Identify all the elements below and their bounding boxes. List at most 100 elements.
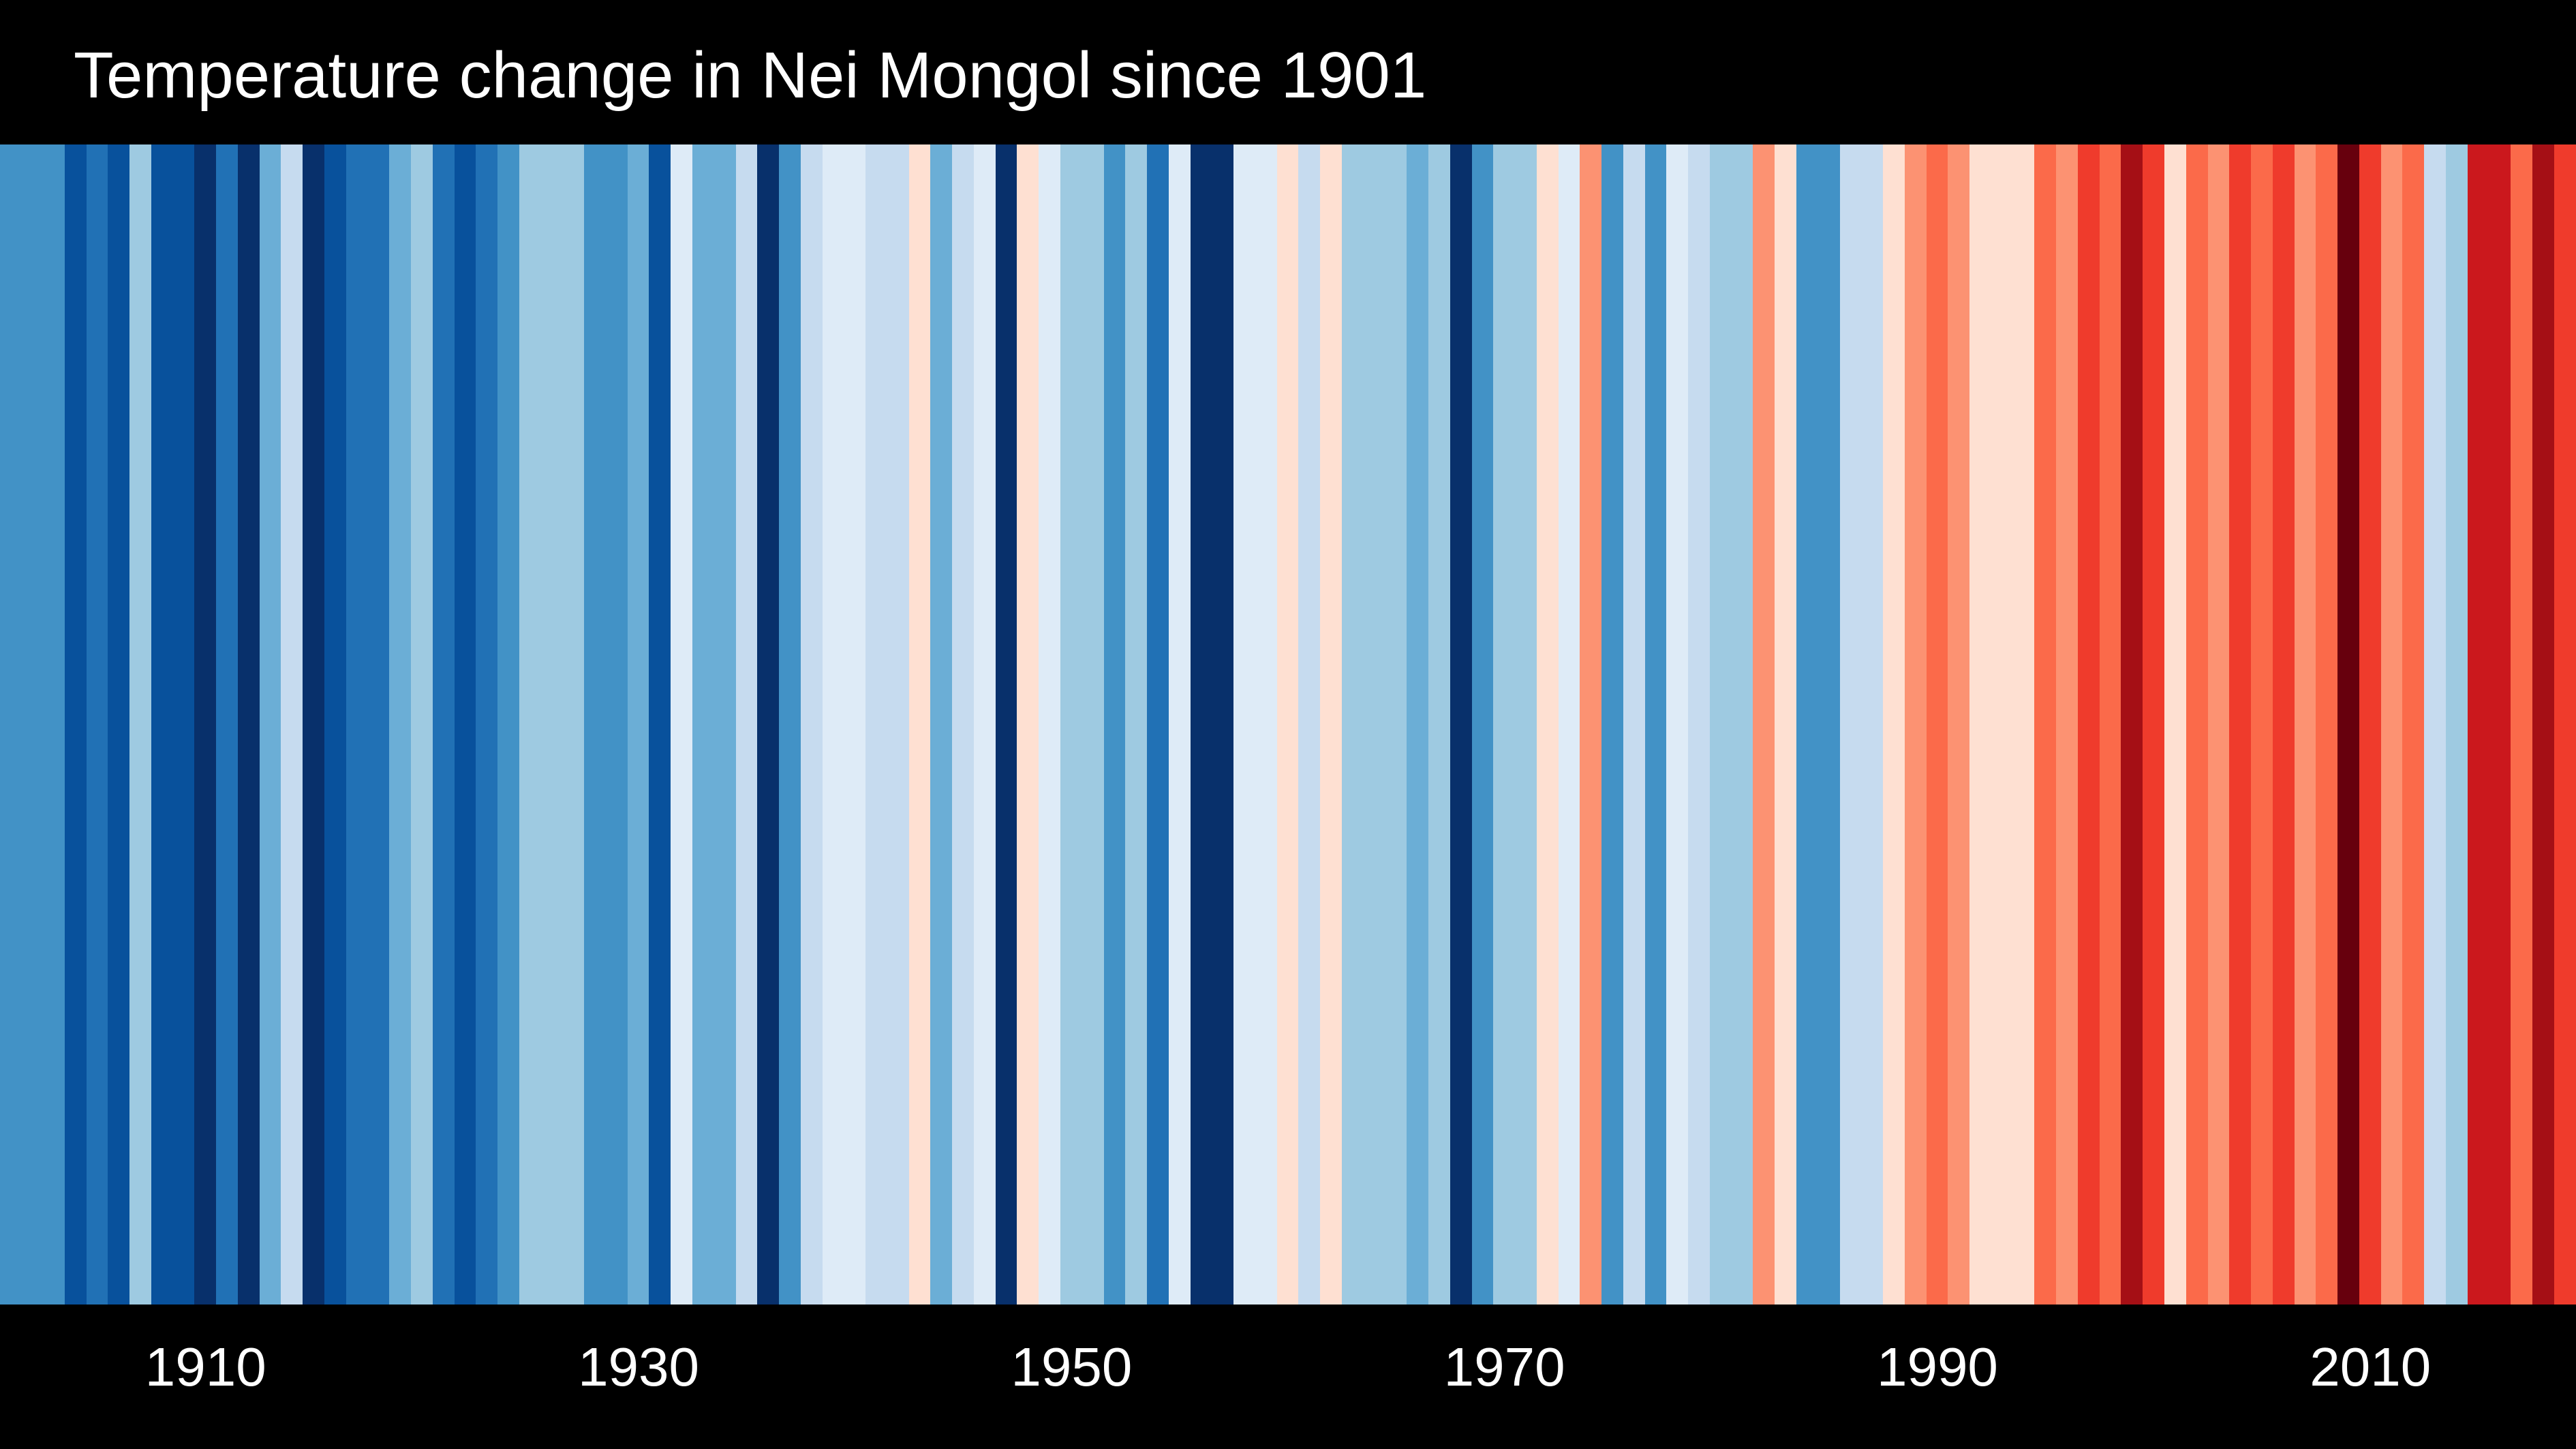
stripe-1933 bbox=[692, 144, 716, 1305]
stripe-1906 bbox=[108, 144, 131, 1305]
stripe-1904 bbox=[65, 144, 88, 1305]
stripe-1971 bbox=[1515, 144, 1538, 1305]
stripe-2001 bbox=[2164, 144, 2188, 1305]
stripe-1912 bbox=[238, 144, 261, 1305]
stripe-2003 bbox=[2208, 144, 2230, 1305]
stripe-1969 bbox=[1472, 144, 1494, 1305]
stripe-2017 bbox=[2511, 144, 2534, 1305]
stripe-1998 bbox=[2100, 144, 2122, 1305]
stripe-1924 bbox=[497, 144, 521, 1305]
stripe-1984 bbox=[1796, 144, 1820, 1305]
stripe-1965 bbox=[1385, 144, 1408, 1305]
stripe-1925 bbox=[519, 144, 542, 1305]
stripe-1940 bbox=[844, 144, 867, 1305]
stripe-1985 bbox=[1818, 144, 1841, 1305]
stripe-1926 bbox=[541, 144, 564, 1305]
stripe-1970 bbox=[1493, 144, 1516, 1305]
x-tick-label-1930: 1930 bbox=[578, 1337, 700, 1397]
stripe-2006 bbox=[2273, 144, 2296, 1305]
stripe-2011 bbox=[2381, 144, 2404, 1305]
stripe-1963 bbox=[1342, 144, 1365, 1305]
stripe-1909 bbox=[173, 144, 196, 1305]
stripe-1919 bbox=[389, 144, 412, 1305]
stripe-1901 bbox=[0, 144, 22, 1305]
stripe-1982 bbox=[1753, 144, 1776, 1305]
stripe-1995 bbox=[2034, 144, 2057, 1305]
stripe-1918 bbox=[368, 144, 390, 1305]
stripe-1988 bbox=[1883, 144, 1906, 1305]
stripe-1979 bbox=[1688, 144, 1711, 1305]
stripe-1980 bbox=[1710, 144, 1733, 1305]
stripe-1915 bbox=[303, 144, 326, 1305]
stripe-2005 bbox=[2251, 144, 2274, 1305]
stripe-1994 bbox=[2013, 144, 2036, 1305]
stripe-1968 bbox=[1450, 144, 1473, 1305]
stripe-1921 bbox=[433, 144, 456, 1305]
stripe-1938 bbox=[801, 144, 824, 1305]
stripe-2016 bbox=[2489, 144, 2512, 1305]
stripe-1977 bbox=[1645, 144, 1668, 1305]
stripe-1941 bbox=[865, 144, 889, 1305]
stripe-1983 bbox=[1775, 144, 1798, 1305]
stripe-1991 bbox=[1948, 144, 1971, 1305]
stripe-1937 bbox=[779, 144, 802, 1305]
stripe-1911 bbox=[216, 144, 239, 1305]
stripe-1954 bbox=[1147, 144, 1170, 1305]
x-tick-label-1990: 1990 bbox=[1876, 1337, 1998, 1397]
stripe-1942 bbox=[887, 144, 910, 1305]
stripe-1999 bbox=[2121, 144, 2144, 1305]
stripes-plot bbox=[0, 144, 2576, 1305]
stripe-1966 bbox=[1407, 144, 1430, 1305]
stripe-2018 bbox=[2532, 144, 2556, 1305]
stripe-1955 bbox=[1169, 144, 1192, 1305]
stripe-2015 bbox=[2468, 144, 2490, 1305]
stripe-1939 bbox=[823, 144, 845, 1305]
stripe-1931 bbox=[649, 144, 672, 1305]
x-tick-label-1950: 1950 bbox=[1011, 1337, 1133, 1397]
stripe-2008 bbox=[2316, 144, 2339, 1305]
x-tick-label-2010: 2010 bbox=[2310, 1337, 2432, 1397]
stripe-1961 bbox=[1298, 144, 1321, 1305]
stripe-1975 bbox=[1601, 144, 1625, 1305]
stripe-2009 bbox=[2337, 144, 2361, 1305]
stripe-1989 bbox=[1905, 144, 1928, 1305]
stripe-1996 bbox=[2056, 144, 2079, 1305]
stripe-1930 bbox=[628, 144, 650, 1305]
x-tick-label-1910: 1910 bbox=[144, 1337, 266, 1397]
stripe-2010 bbox=[2359, 144, 2382, 1305]
stripe-1936 bbox=[757, 144, 780, 1305]
stripe-1947 bbox=[996, 144, 1018, 1305]
stripe-1950 bbox=[1060, 144, 1084, 1305]
stripe-1960 bbox=[1277, 144, 1300, 1305]
stripe-1967 bbox=[1428, 144, 1452, 1305]
stripe-2013 bbox=[2424, 144, 2447, 1305]
stripe-1949 bbox=[1039, 144, 1062, 1305]
stripe-1957 bbox=[1212, 144, 1235, 1305]
stripe-1992 bbox=[1969, 144, 1993, 1305]
stripe-1917 bbox=[346, 144, 369, 1305]
stripe-1944 bbox=[930, 144, 953, 1305]
stripe-1903 bbox=[43, 144, 66, 1305]
stripe-1929 bbox=[606, 144, 629, 1305]
stripe-1974 bbox=[1580, 144, 1603, 1305]
stripe-1997 bbox=[2078, 144, 2101, 1305]
stripe-1920 bbox=[411, 144, 434, 1305]
stripe-2012 bbox=[2402, 144, 2425, 1305]
stripe-1964 bbox=[1364, 144, 1386, 1305]
stripe-2019 bbox=[2554, 144, 2576, 1305]
stripe-1928 bbox=[584, 144, 607, 1305]
stripe-1902 bbox=[21, 144, 44, 1305]
stripe-1905 bbox=[87, 144, 109, 1305]
stripe-2002 bbox=[2186, 144, 2209, 1305]
stripe-1907 bbox=[129, 144, 153, 1305]
stripe-1952 bbox=[1104, 144, 1126, 1305]
stripe-1976 bbox=[1623, 144, 1646, 1305]
stripe-1956 bbox=[1191, 144, 1213, 1305]
x-axis: 1910 1930 1950 1970 1990 2010 bbox=[0, 1305, 2576, 1449]
stripe-1932 bbox=[671, 144, 694, 1305]
stripe-1953 bbox=[1125, 144, 1148, 1305]
stripe-1990 bbox=[1927, 144, 1949, 1305]
stripe-2007 bbox=[2295, 144, 2317, 1305]
stripe-1972 bbox=[1537, 144, 1560, 1305]
